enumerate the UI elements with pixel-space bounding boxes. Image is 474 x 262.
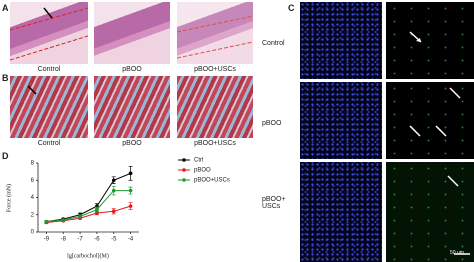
he-image <box>176 2 254 64</box>
x-axis-label: lg[carbochol](M) <box>67 252 109 259</box>
series-line <box>46 205 131 224</box>
row-label: Control <box>262 40 285 47</box>
x-tick-label: -5 <box>111 237 117 243</box>
x-tick-label: -6 <box>94 237 100 243</box>
data-point <box>78 214 82 219</box>
data-point <box>128 204 133 208</box>
trichrome-image <box>94 76 170 138</box>
x-tick-label: -7 <box>77 237 83 243</box>
series-line <box>46 172 131 223</box>
y-tick-label: 4 <box>31 195 35 201</box>
fluorescence-image <box>300 2 382 79</box>
fluorescence-image <box>386 162 474 262</box>
trichrome-image <box>177 76 253 138</box>
chart: Force (mN) lg[carbochol](M) 0 2 4 6 8 -9 -8 -7 -… <box>5 158 230 260</box>
y-tick-label: 8 <box>31 161 35 167</box>
legend-marker <box>182 158 186 162</box>
row-label: pBOO <box>262 120 282 127</box>
caption: pBOO+USCs <box>194 140 236 147</box>
caption: Control <box>37 140 61 147</box>
data-point <box>128 188 133 193</box>
fluorescence-image <box>386 82 474 159</box>
y-tick-label: 6 <box>31 178 35 184</box>
data-point <box>128 171 133 176</box>
legend-marker <box>182 168 186 172</box>
legend-label: pBOO <box>194 168 211 174</box>
trichrome-image <box>10 76 88 138</box>
panel-label: A <box>2 3 9 13</box>
data-point <box>95 207 99 212</box>
data-point <box>61 218 66 222</box>
fluorescence-image <box>386 2 474 79</box>
x-tick-label: -9 <box>44 237 50 243</box>
caption: pBOO+USCs <box>194 66 236 73</box>
legend-label: Ctrl <box>194 158 203 164</box>
y-tick-label: 2 <box>31 212 35 218</box>
fluorescence-image <box>300 82 382 159</box>
data-point <box>111 188 116 193</box>
panel-label: D <box>2 151 9 161</box>
fluorescence-image <box>300 162 382 262</box>
caption: pBOO <box>122 140 142 147</box>
caption: Control <box>37 66 61 73</box>
series-line <box>46 190 131 223</box>
legend-marker <box>182 178 186 182</box>
row-label: pBOO+ USCs <box>262 196 286 210</box>
data-point <box>111 178 116 183</box>
panel-label: B <box>2 73 9 83</box>
scale-bar-label: 50 um <box>450 250 464 256</box>
he-image <box>9 2 89 64</box>
he-image <box>94 2 170 64</box>
y-axis-label: Force (mN) <box>5 184 12 212</box>
x-tick-label: -8 <box>61 237 67 243</box>
y-tick-label: 0 <box>31 230 35 236</box>
legend-label: pBOO+USCs <box>194 178 230 184</box>
data-point <box>44 219 49 224</box>
panel-label: C <box>288 3 295 13</box>
caption: pBOO <box>122 66 142 73</box>
data-point <box>111 209 116 214</box>
x-tick-label: -4 <box>128 237 134 243</box>
